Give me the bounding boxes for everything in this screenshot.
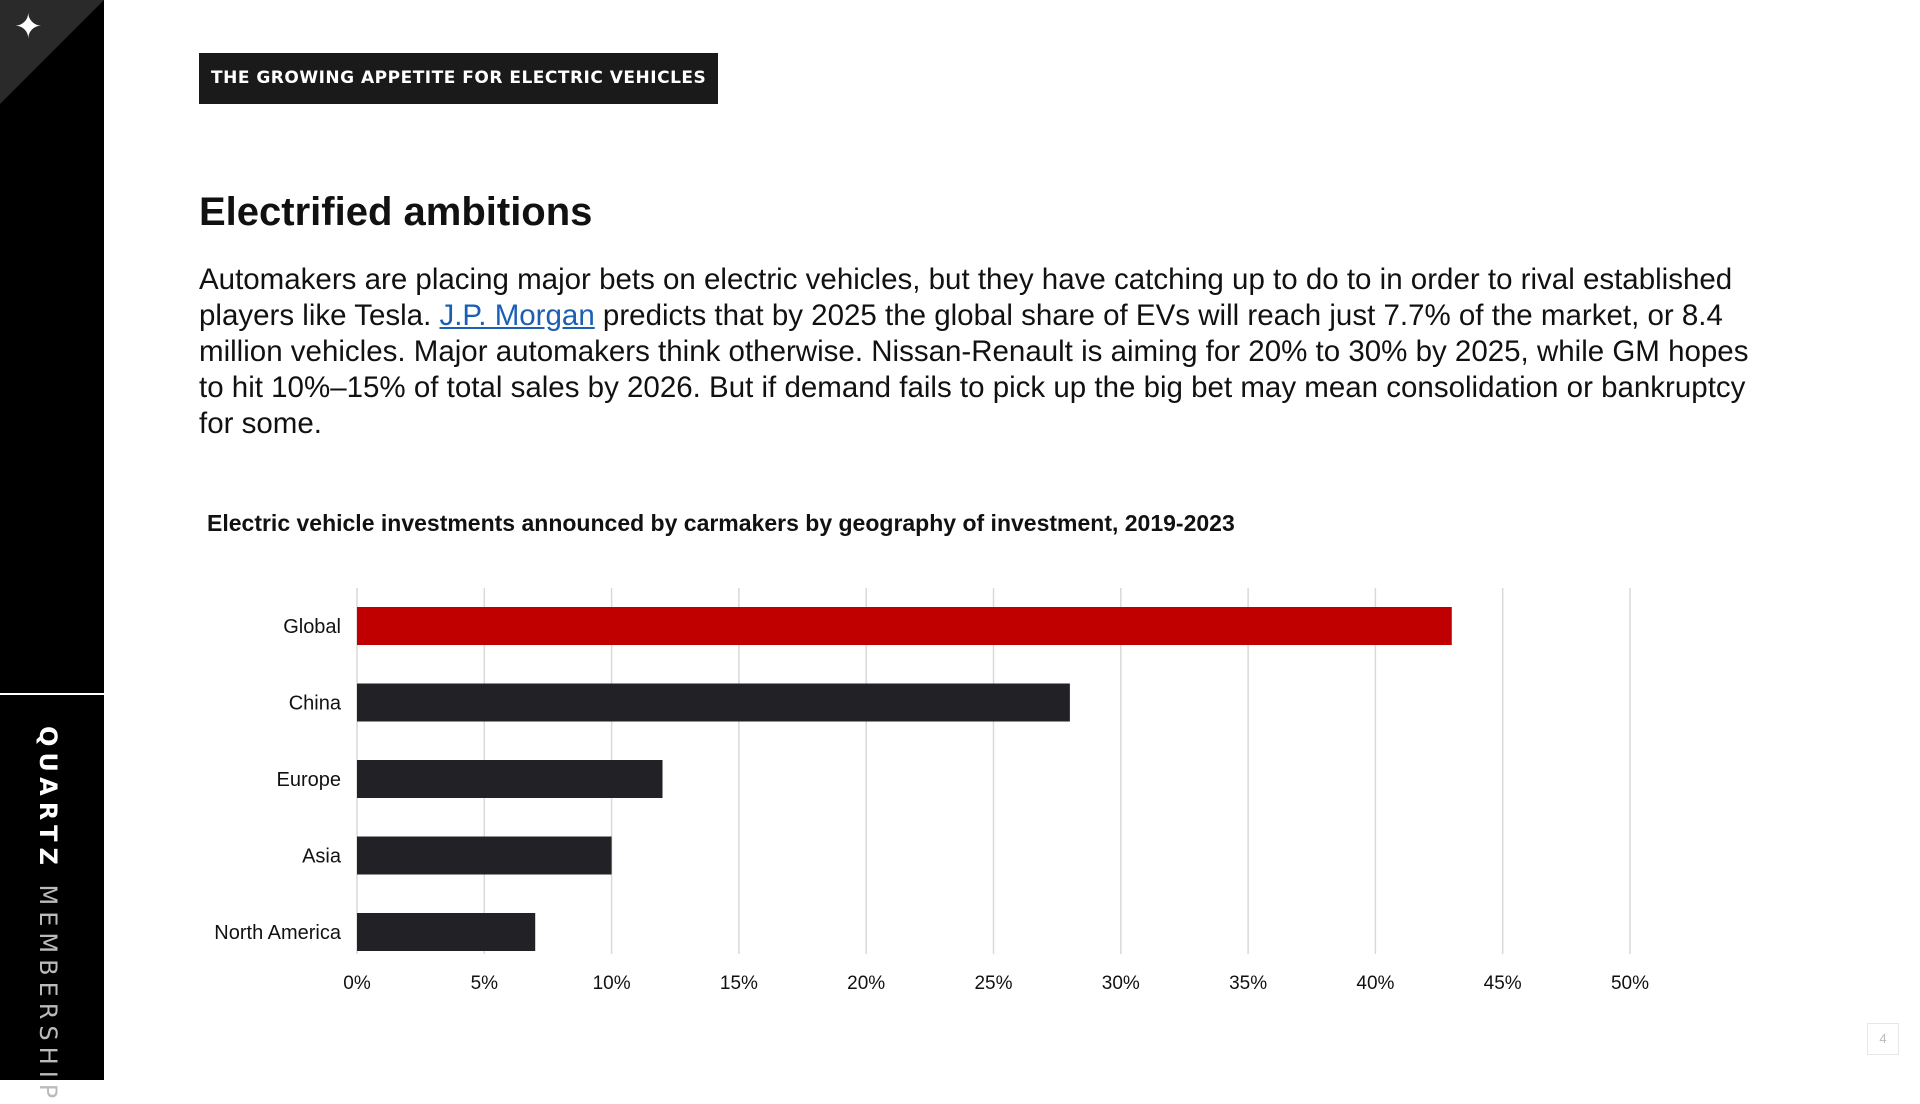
bar-china [357, 683, 1070, 722]
body-text-before-link: Automakers are placing major bets on ele… [199, 263, 1733, 332]
body-text-after-link: predicts that by 2025 the global share o… [199, 299, 1749, 440]
x-tick-label: 45% [1484, 973, 1522, 994]
category-label: Europe [277, 769, 342, 791]
chart-title: Electric vehicle investments announced b… [207, 510, 1235, 536]
bar-asia [357, 836, 612, 875]
page-title: Electrified ambitions [199, 190, 593, 234]
body-paragraph: Automakers are placing major bets on ele… [199, 262, 1759, 442]
jp-morgan-link[interactable]: J.P. Morgan [439, 299, 595, 332]
x-tick-label: 0% [343, 973, 371, 994]
x-tick-label: 35% [1229, 973, 1267, 994]
bar-europe [357, 760, 663, 798]
x-tick-label: 30% [1102, 973, 1140, 994]
x-tick-label: 40% [1356, 973, 1394, 994]
brand-light: MEMBERSHIP [34, 884, 62, 1104]
category-label: Global [283, 616, 341, 638]
x-tick-label: 50% [1611, 973, 1649, 994]
x-tick-label: 25% [974, 973, 1012, 994]
category-label: Asia [302, 846, 342, 868]
brand-wordmark: QUARTZ MEMBERSHIP [34, 726, 62, 1104]
bar-north-america [357, 913, 536, 951]
x-tick-label: 15% [720, 973, 758, 994]
sparkle-icon[interactable]: ✦ [14, 7, 43, 47]
sidebar-divider [0, 693, 104, 695]
x-tick-label: 10% [593, 973, 631, 994]
x-tick-label: 5% [471, 973, 499, 994]
page-number: 4 [1867, 1023, 1899, 1055]
sidebar: ✦ QUARTZ MEMBERSHIP [0, 0, 104, 1104]
category-label: North America [214, 922, 342, 944]
sidebar-corner [0, 0, 104, 104]
bar-global [357, 607, 1452, 645]
section-tag: THE GROWING APPETITE FOR ELECTRIC VEHICL… [199, 53, 719, 104]
bar-chart: 0% 5% 10% 15% 20% 25% 30% 35% 40% 45% 50% Global Chi… [214, 588, 1649, 994]
x-tick-label: 20% [847, 973, 885, 994]
brand-strong: QUARTZ [34, 726, 62, 871]
category-label: China [289, 693, 342, 715]
